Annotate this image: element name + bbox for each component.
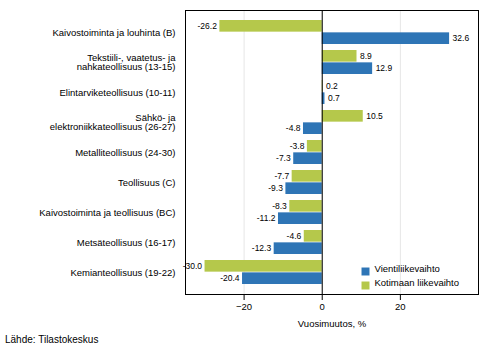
svg-text:0: 0 <box>320 301 325 312</box>
svg-text:Sähkö- jaelektroniikkateollisu: Sähkö- jaelektroniikkateollisuus (26-27) <box>50 112 176 133</box>
svg-text:-4.8: -4.8 <box>286 123 301 133</box>
svg-text:Vuosimuutos, %: Vuosimuutos, % <box>298 318 367 329</box>
svg-text:0.7: 0.7 <box>328 93 340 103</box>
html-text:Lähde: Tilastokeskus: Lähde: Tilastokeskus <box>5 334 99 345</box>
svg-text:-4.6: -4.6 <box>287 231 302 241</box>
svg-text:Metsäteollisuus (16-17): Metsäteollisuus (16-17) <box>77 237 176 248</box>
svg-text:-9.3: -9.3 <box>268 183 283 193</box>
svg-text:Metalliteollisuus (24-30): Metalliteollisuus (24-30) <box>75 147 175 158</box>
svg-text:-7.3: -7.3 <box>276 153 291 163</box>
svg-text:20: 20 <box>395 301 406 312</box>
svg-text:Tekstiili-, vaatetus- janahkat: Tekstiili-, vaatetus- janahkateollisuus … <box>77 52 176 73</box>
svg-text:Teollisuus (C): Teollisuus (C) <box>118 177 176 188</box>
svg-text:-26.2: -26.2 <box>198 21 218 31</box>
svg-text:-20.4: -20.4 <box>220 273 240 283</box>
svg-text:-7.7: -7.7 <box>274 171 289 181</box>
svg-text:-11.2: -11.2 <box>257 213 276 223</box>
svg-text:-30.0: -30.0 <box>182 261 202 271</box>
svg-text:8.9: 8.9 <box>360 51 372 61</box>
svg-text:Kaivostoiminta ja louhinta (B): Kaivostoiminta ja louhinta (B) <box>52 27 175 38</box>
svg-text:Kaivostoiminta ja teollisuus (: Kaivostoiminta ja teollisuus (BC) <box>39 207 175 218</box>
svg-text:32.6: 32.6 <box>453 33 470 43</box>
svg-text:Kotimaan liikevaihto: Kotimaan liikevaihto <box>375 277 460 288</box>
svg-text:-12.3: -12.3 <box>252 243 272 253</box>
svg-text:-3.8: -3.8 <box>290 141 305 151</box>
svg-text:12.9: 12.9 <box>376 63 393 73</box>
svg-text:Elintarviketeollisuus (10-11): Elintarviketeollisuus (10-11) <box>60 87 176 98</box>
svg-text:-8.3: -8.3 <box>272 201 287 211</box>
svg-text:Kemianteollisuus (19-22): Kemianteollisuus (19-22) <box>70 267 175 278</box>
svg-text:Vientiliikevaihto: Vientiliikevaihto <box>375 263 440 274</box>
svg-text:10.5: 10.5 <box>366 111 383 121</box>
svg-text:0.2: 0.2 <box>326 81 338 91</box>
svg-text:−20: −20 <box>236 301 252 312</box>
